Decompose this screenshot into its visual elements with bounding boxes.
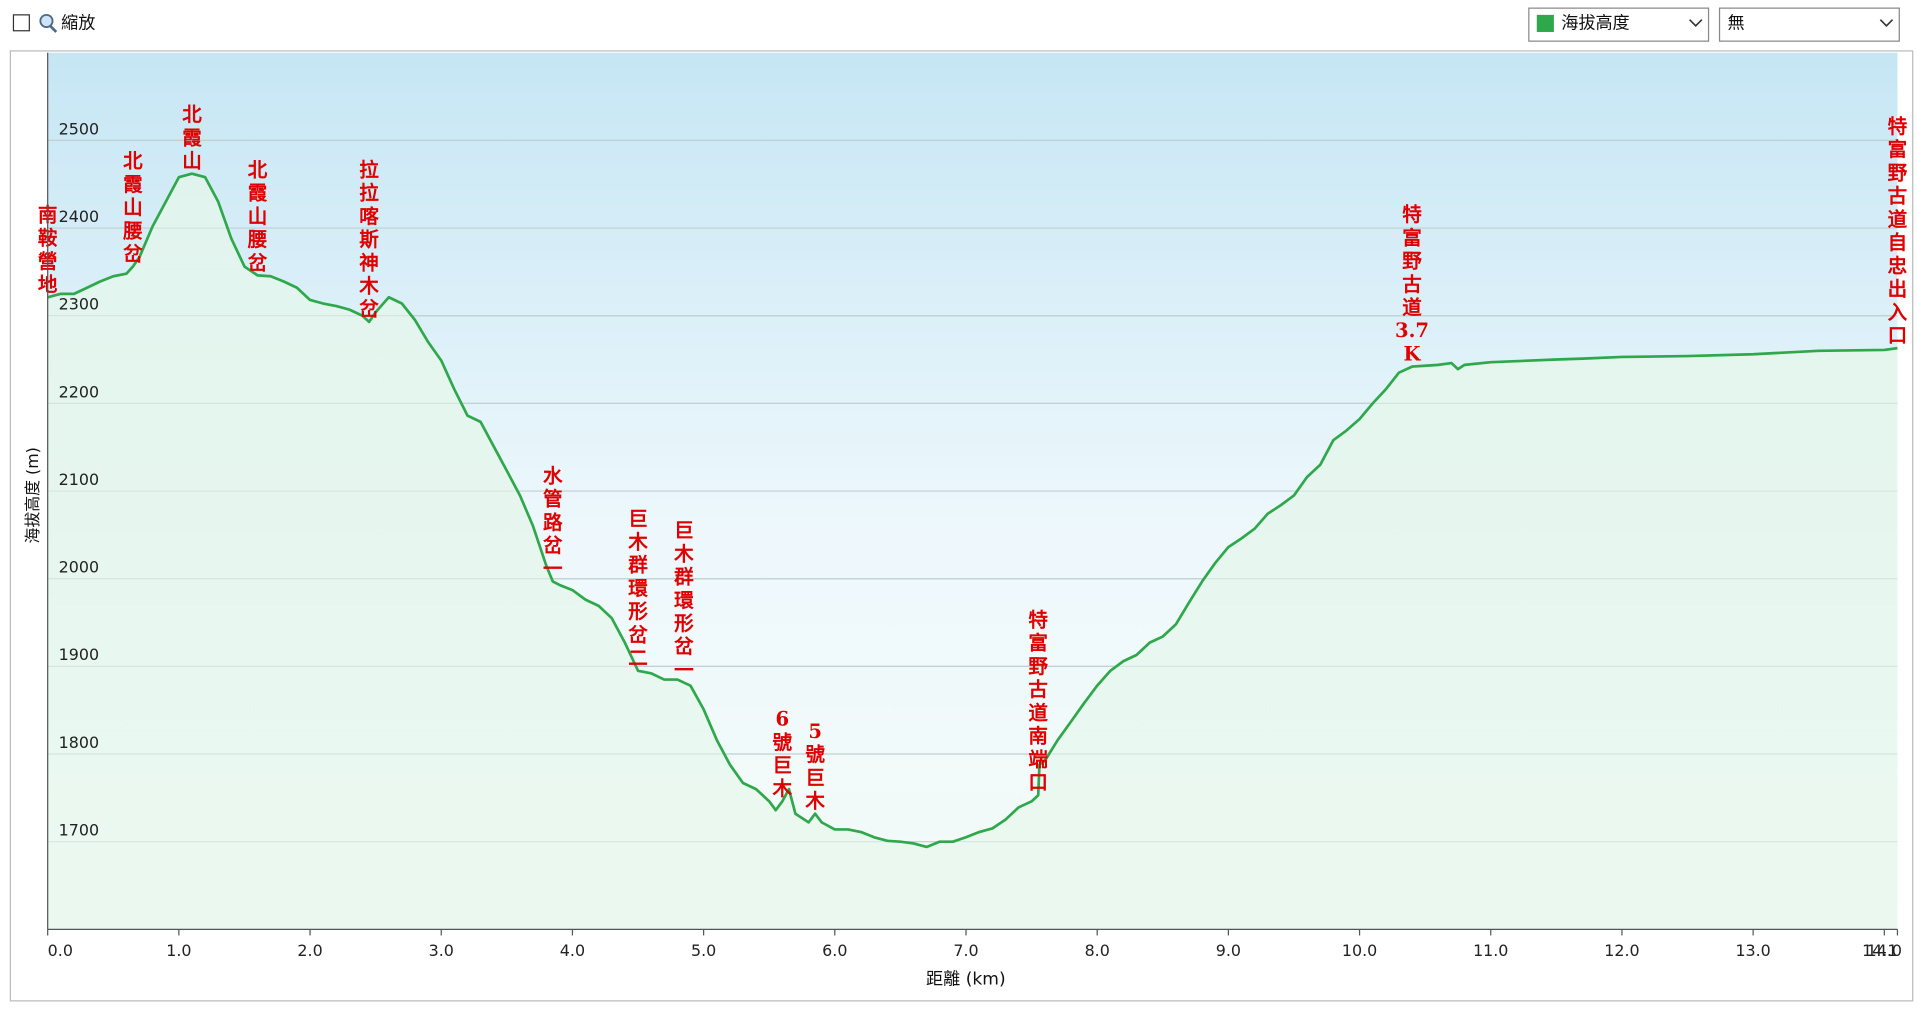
zoom-label[interactable]: 縮放: [61, 13, 95, 33]
x-tick-label: 6.0: [822, 941, 847, 960]
x-tick-label: 2.0: [297, 941, 322, 960]
waypoint-label: 巨木群環形岔二: [627, 507, 648, 669]
waypoint-label: 水管路岔一: [543, 464, 563, 580]
zoom-checkbox[interactable]: [12, 14, 30, 32]
y-axis-title: 海拔高度 (m): [23, 447, 42, 543]
x-tick-label: 9.0: [1216, 941, 1241, 960]
waypoint-label: 拉拉喀斯神木岔: [358, 158, 379, 320]
y-tick-label: 2200: [59, 382, 99, 401]
x-tick-label: 7.0: [953, 941, 978, 960]
metric-select-text[interactable]: 海拔高度: [1561, 13, 1629, 33]
secondary-select-text[interactable]: 無: [1728, 13, 1745, 33]
waypoint-label: 特富野古道自忠出入口: [1888, 115, 1908, 347]
y-tick-label: 2000: [59, 558, 99, 577]
y-tick-label: 2100: [59, 470, 99, 489]
x-axis-title: 距離 (km): [926, 969, 1006, 989]
x-tick-label: 12.0: [1604, 941, 1639, 960]
waypoint-label: 北霞山腰岔: [247, 158, 268, 274]
waypoint-label: 巨木群環形岔一: [673, 519, 694, 681]
x-tick-label: 13.0: [1735, 941, 1770, 960]
y-tick-label: 1900: [59, 645, 99, 664]
waypoint-label: 北霞山: [182, 103, 202, 172]
y-tick-label: 2300: [59, 295, 99, 314]
waypoint-label: 6 號巨木: [772, 708, 793, 801]
y-tick-label: 1800: [59, 733, 99, 752]
x-tick-label: 14.0: [1867, 941, 1902, 960]
elevation-line: [47, 172, 1898, 849]
magnifier-icon: [39, 13, 58, 33]
y-tick-label: 2400: [59, 207, 99, 226]
metric-select[interactable]: 海拔高度: [1528, 7, 1710, 42]
x-tick-label: 14.1: [1862, 941, 1897, 960]
waypoint-label: 5 號巨木: [804, 720, 825, 813]
x-tick-label: 10.0: [1342, 941, 1377, 960]
waypoint-label: 特富野古道 3.7 K: [1395, 203, 1429, 365]
x-tick-label: 1.0: [166, 941, 191, 960]
x-tick-label: 0.0: [48, 941, 73, 960]
waypoint-label: 特富野古道南端口: [1028, 609, 1048, 795]
x-tick-label: 3.0: [429, 941, 454, 960]
secondary-select[interactable]: 無: [1718, 7, 1900, 42]
waypoint-label: 北霞山腰岔: [122, 150, 143, 266]
y-tick-label: 2500: [59, 119, 99, 138]
x-tick-label: 11.0: [1473, 941, 1508, 960]
x-tick-label: 8.0: [1085, 941, 1110, 960]
x-tick-label: 4.0: [560, 941, 585, 960]
x-tick-label: 5.0: [691, 941, 716, 960]
area-fill: [47, 173, 1898, 930]
y-tick-label: 1700: [59, 821, 99, 840]
